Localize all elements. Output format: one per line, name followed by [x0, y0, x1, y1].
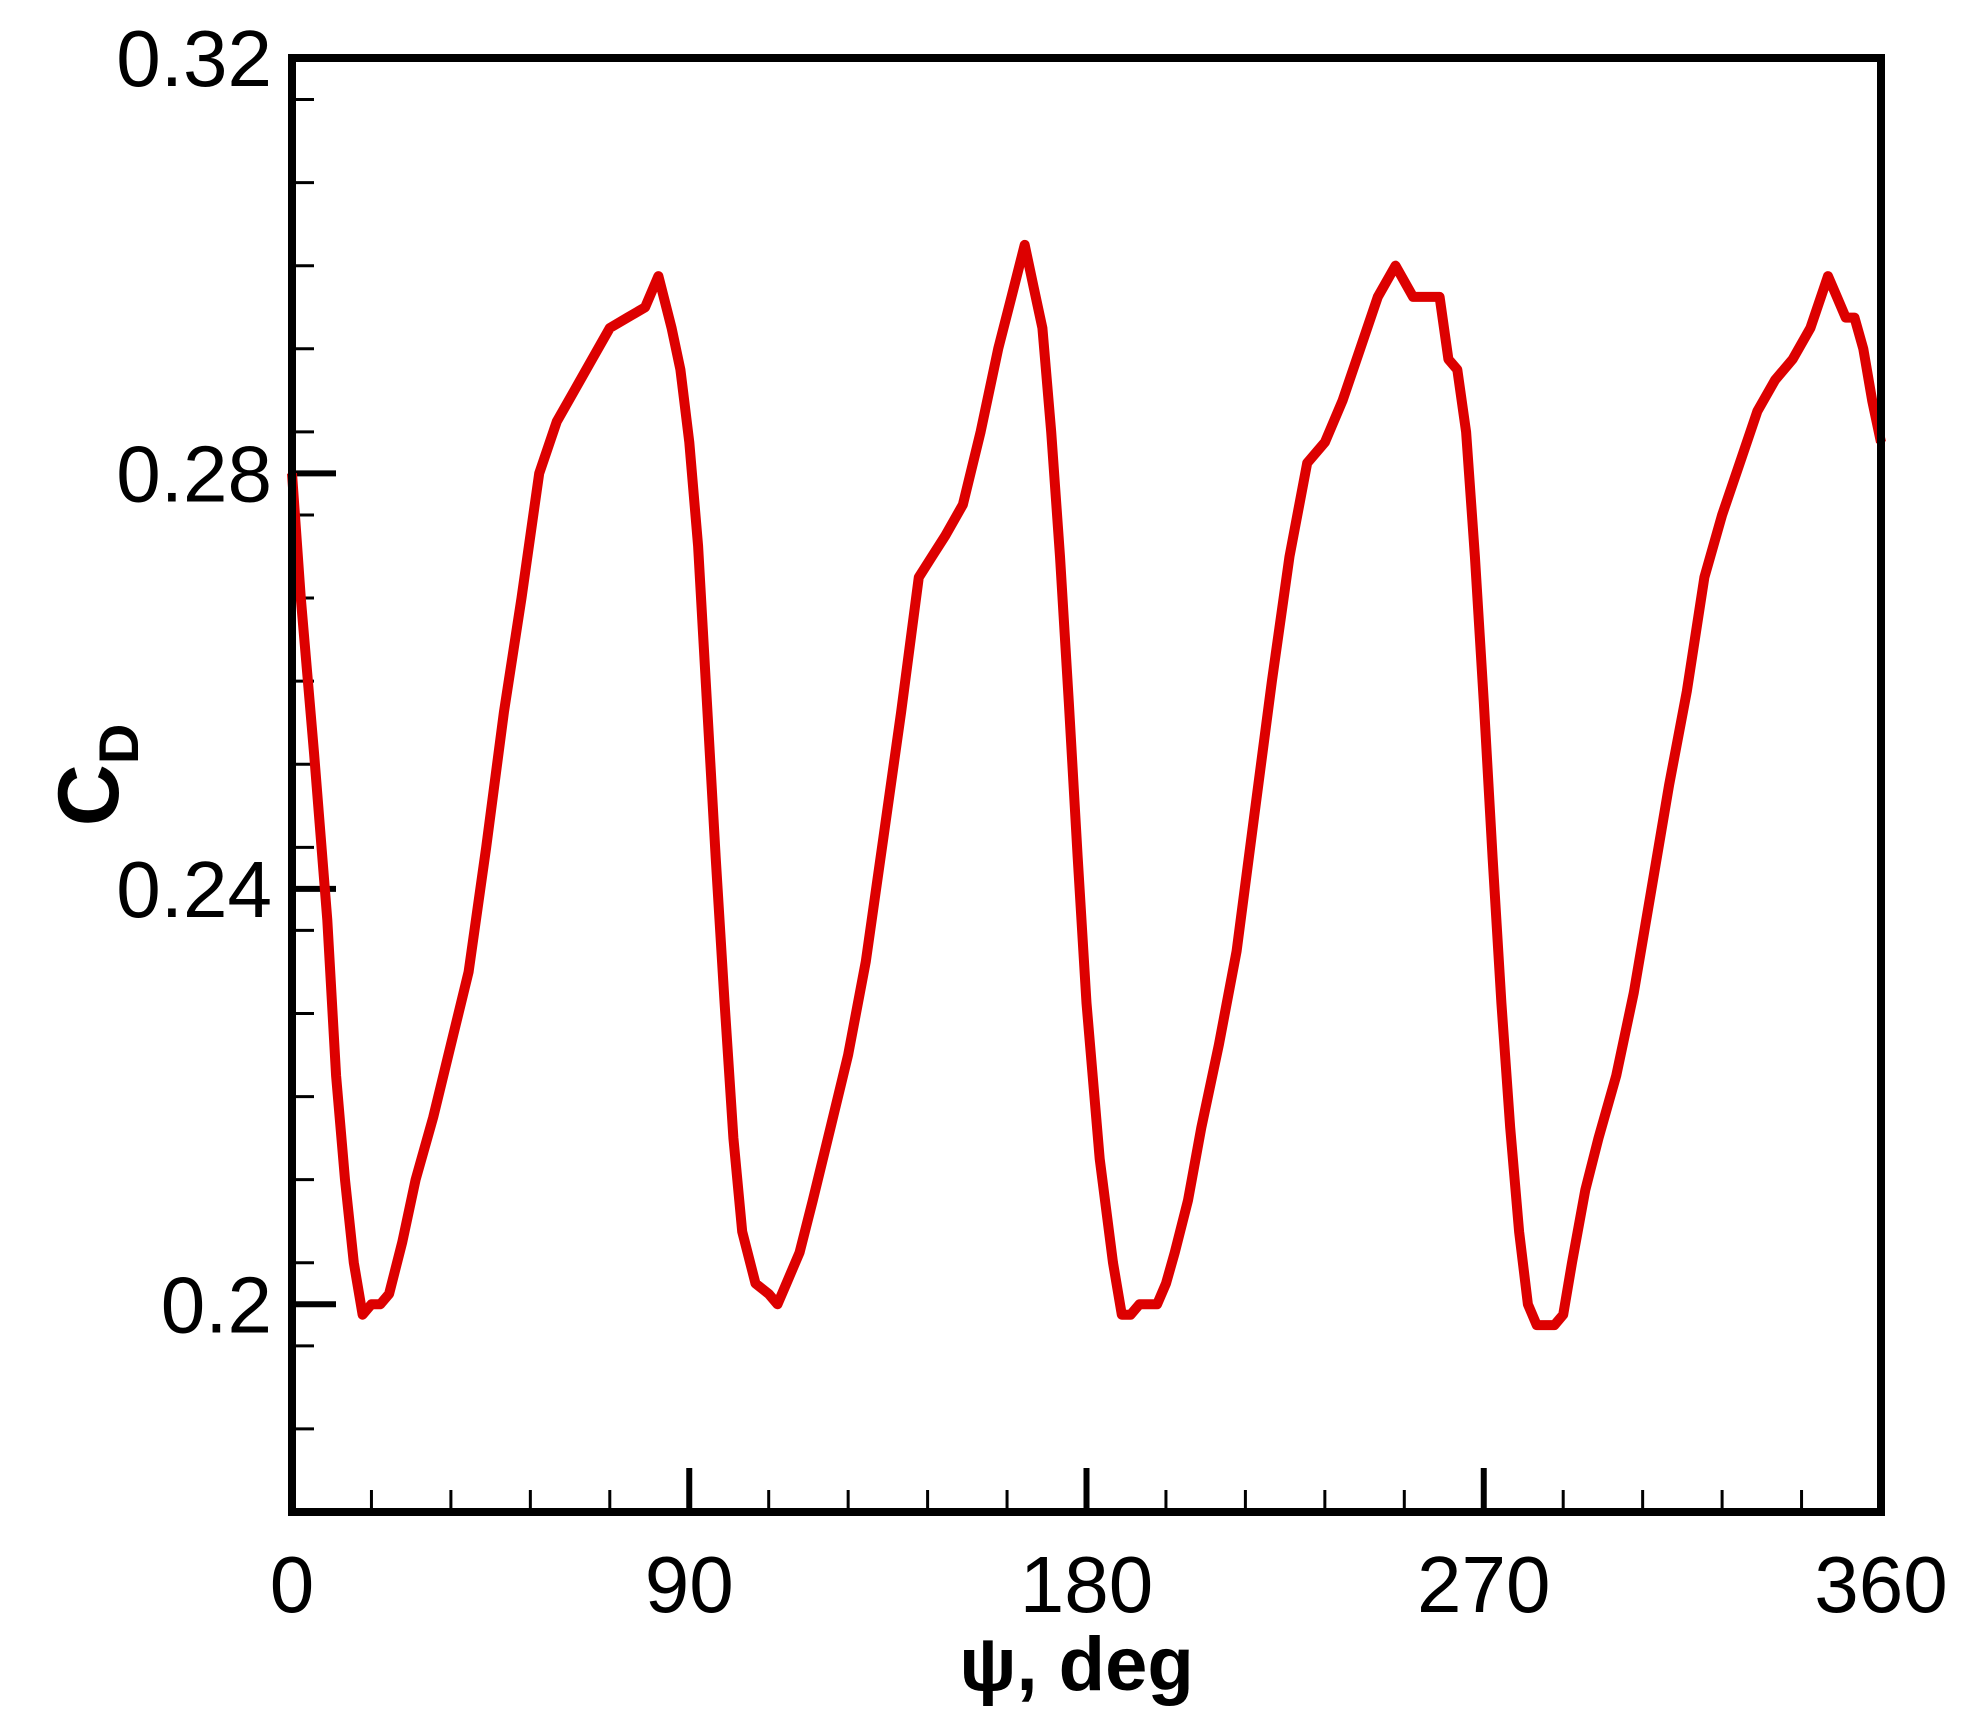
series-layer [287, 239, 1886, 1331]
y-tick-label: 0.24 [116, 845, 272, 934]
y-tick-label: 0.32 [116, 14, 272, 103]
tick-labels: 0 90 180 270 360 0.2 0.24 0.28 0.32 [116, 14, 1947, 1629]
x-tick-label: 0 [270, 1540, 315, 1629]
y-axis-title-sub: D [87, 724, 150, 764]
y-tick-label: 0.2 [161, 1260, 272, 1349]
x-tick-label: 270 [1417, 1540, 1550, 1629]
x-axis-title: ψ, deg [959, 1622, 1194, 1707]
svg-text:CD: CD [41, 724, 150, 827]
plot-frame [288, 54, 1885, 1516]
y-axis-title-main: C [41, 764, 137, 826]
tick-marks [289, 55, 1884, 1514]
series-line [287, 239, 1886, 1331]
x-tick-label: 90 [645, 1540, 734, 1629]
y-axis-title: CD [41, 724, 150, 827]
x-tick-label: 360 [1814, 1540, 1947, 1629]
y-tick-label: 0.28 [116, 429, 272, 518]
x-tick-label: 180 [1020, 1540, 1153, 1629]
